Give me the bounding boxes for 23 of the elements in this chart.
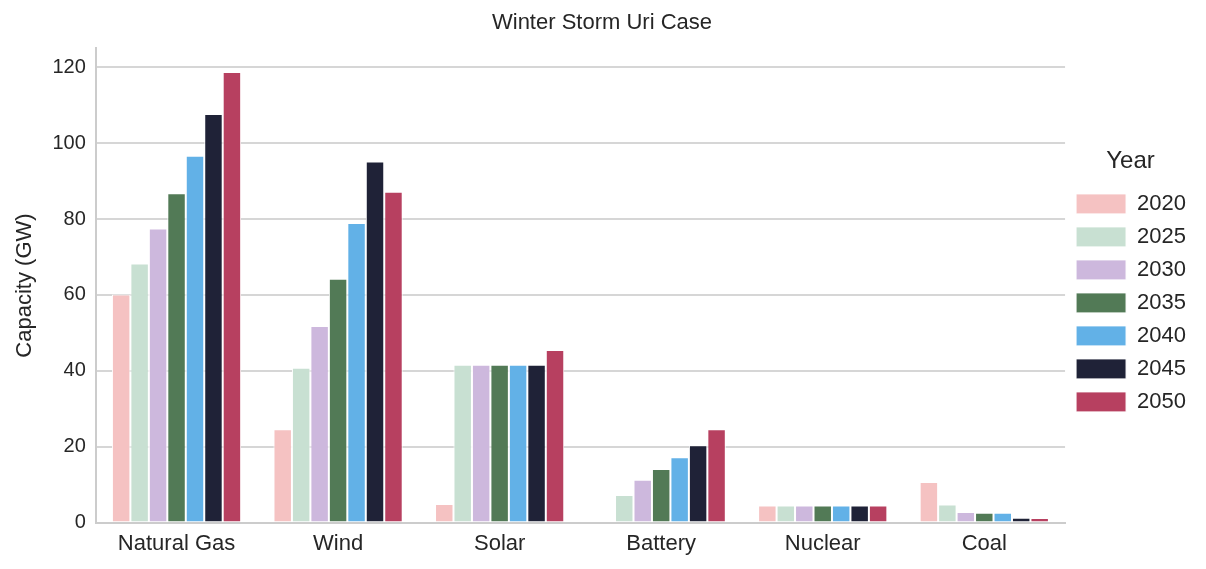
legend-label: 2040 xyxy=(1137,321,1187,347)
y-tick-label: 0 xyxy=(74,510,86,533)
y-axis-title: Capacity (GW) xyxy=(11,213,37,358)
y-tick-label: 100 xyxy=(52,130,86,153)
y-tick-label: 80 xyxy=(63,206,86,229)
chart-title: Winter Storm Uri Case xyxy=(491,9,713,35)
y-tick-label: 120 xyxy=(52,54,86,77)
legend-label: 2045 xyxy=(1137,354,1187,380)
x-tick-label: Battery xyxy=(626,529,697,555)
x-tick-label: Coal xyxy=(961,529,1007,555)
x-tick-label: Natural Gas xyxy=(117,529,236,555)
legend-title: Year xyxy=(1106,145,1155,173)
y-tick-label: 60 xyxy=(63,282,86,305)
legend-label: 2020 xyxy=(1137,189,1187,215)
legend-label: 2030 xyxy=(1137,255,1187,281)
y-tick-label: 40 xyxy=(63,358,86,381)
x-tick-label: Solar xyxy=(473,529,526,555)
x-tick-label: Nuclear xyxy=(784,529,861,555)
y-tick-label: 20 xyxy=(63,434,86,457)
x-tick-label: Wind xyxy=(313,529,364,555)
legend-label: 2050 xyxy=(1137,387,1187,413)
legend-label: 2025 xyxy=(1137,222,1187,248)
legend-label: 2035 xyxy=(1137,288,1187,314)
